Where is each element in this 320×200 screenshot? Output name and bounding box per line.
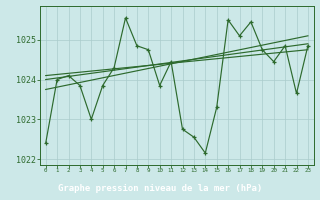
Text: Graphe pression niveau de la mer (hPa): Graphe pression niveau de la mer (hPa)	[58, 184, 262, 193]
